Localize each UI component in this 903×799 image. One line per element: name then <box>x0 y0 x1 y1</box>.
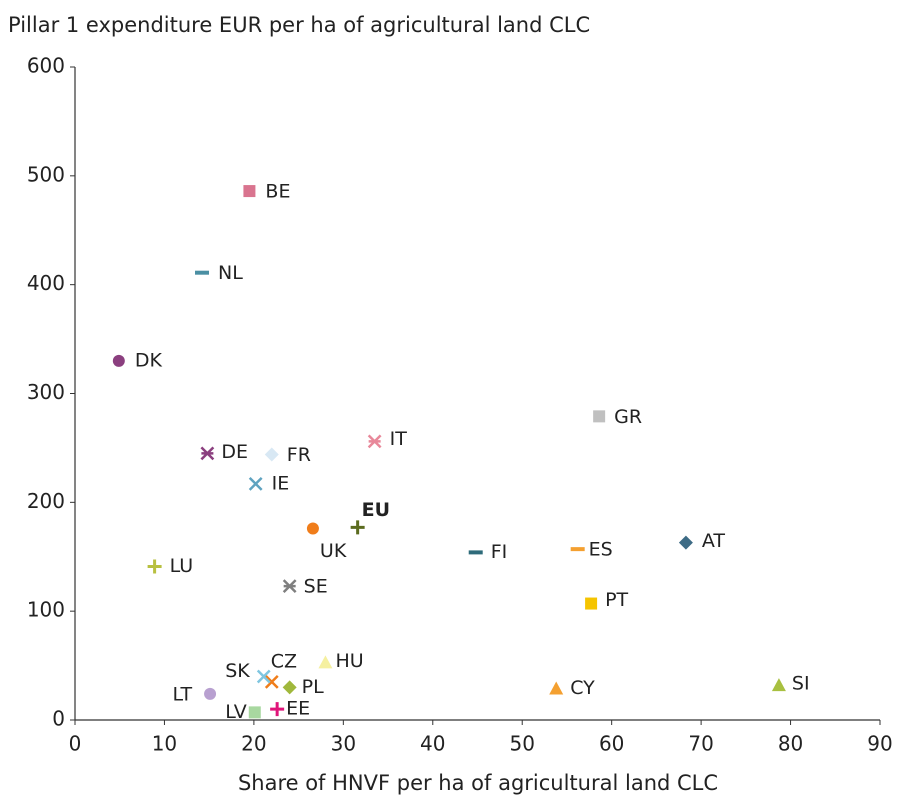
point-label: DK <box>135 349 163 371</box>
point <box>248 476 263 491</box>
point-label: EU <box>362 499 390 521</box>
point <box>147 559 162 574</box>
point <box>350 520 365 535</box>
point <box>678 535 693 550</box>
point-label: CZ <box>271 650 297 672</box>
y-tick-label: 400 <box>27 271 65 295</box>
x-tick-label: 10 <box>152 732 177 756</box>
point <box>248 706 261 719</box>
point <box>570 547 585 552</box>
point-label: SK <box>225 660 250 682</box>
point-label: PT <box>605 589 628 611</box>
point-label: EE <box>286 698 310 720</box>
x-tick-label: 50 <box>509 732 534 756</box>
point-label: AT <box>702 530 726 552</box>
point-label: NL <box>218 262 243 284</box>
point <box>243 185 256 198</box>
point-label: SE <box>304 576 328 598</box>
point <box>264 675 279 689</box>
x-tick-label: 60 <box>599 732 624 756</box>
x-tick-label: 20 <box>241 732 266 756</box>
x-tick-label: 90 <box>867 732 892 756</box>
point <box>264 447 279 462</box>
point <box>195 270 210 275</box>
y-tick-label: 300 <box>27 380 65 404</box>
x-axis-label: Share of HNVF per ha of agricultural lan… <box>238 771 718 795</box>
point-label: HU <box>335 650 363 672</box>
y-tick-label: 600 <box>27 54 65 78</box>
point <box>318 655 333 669</box>
point-label: LT <box>172 683 192 705</box>
point-label: FR <box>287 444 311 466</box>
point <box>204 687 217 700</box>
point-label: LV <box>225 701 247 723</box>
point <box>771 678 786 692</box>
point-label: PL <box>302 676 324 698</box>
point <box>306 522 319 535</box>
x-tick-label: 30 <box>331 732 356 756</box>
x-tick-label: 80 <box>778 732 803 756</box>
point <box>112 354 125 367</box>
point <box>200 446 215 461</box>
point <box>282 579 297 594</box>
point-label: BE <box>265 181 290 203</box>
x-tick-label: 70 <box>688 732 713 756</box>
y-tick-label: 500 <box>27 162 65 186</box>
point-label: SI <box>792 673 810 695</box>
y-tick-label: 0 <box>52 707 65 731</box>
point-label: ES <box>589 539 613 561</box>
x-tick-label: 0 <box>69 732 82 756</box>
x-tick-label: 40 <box>420 732 445 756</box>
y-tick-label: 100 <box>27 598 65 622</box>
point-label: CY <box>570 677 595 699</box>
y-tick-label: 200 <box>27 489 65 513</box>
point <box>593 410 606 423</box>
point <box>549 681 564 695</box>
point <box>256 669 271 684</box>
point-label: UK <box>320 540 347 562</box>
point-label: DE <box>221 441 248 463</box>
point-label: FI <box>491 541 508 563</box>
point-label: GR <box>614 406 642 428</box>
point <box>585 597 598 610</box>
chart-title: Pillar 1 expenditure EUR per ha of agric… <box>8 13 590 37</box>
point-label: IT <box>390 428 408 450</box>
point-label: LU <box>170 555 194 577</box>
point <box>270 702 285 717</box>
point <box>367 434 382 449</box>
point <box>468 550 483 555</box>
point <box>282 680 297 695</box>
point-label: IE <box>272 472 290 494</box>
